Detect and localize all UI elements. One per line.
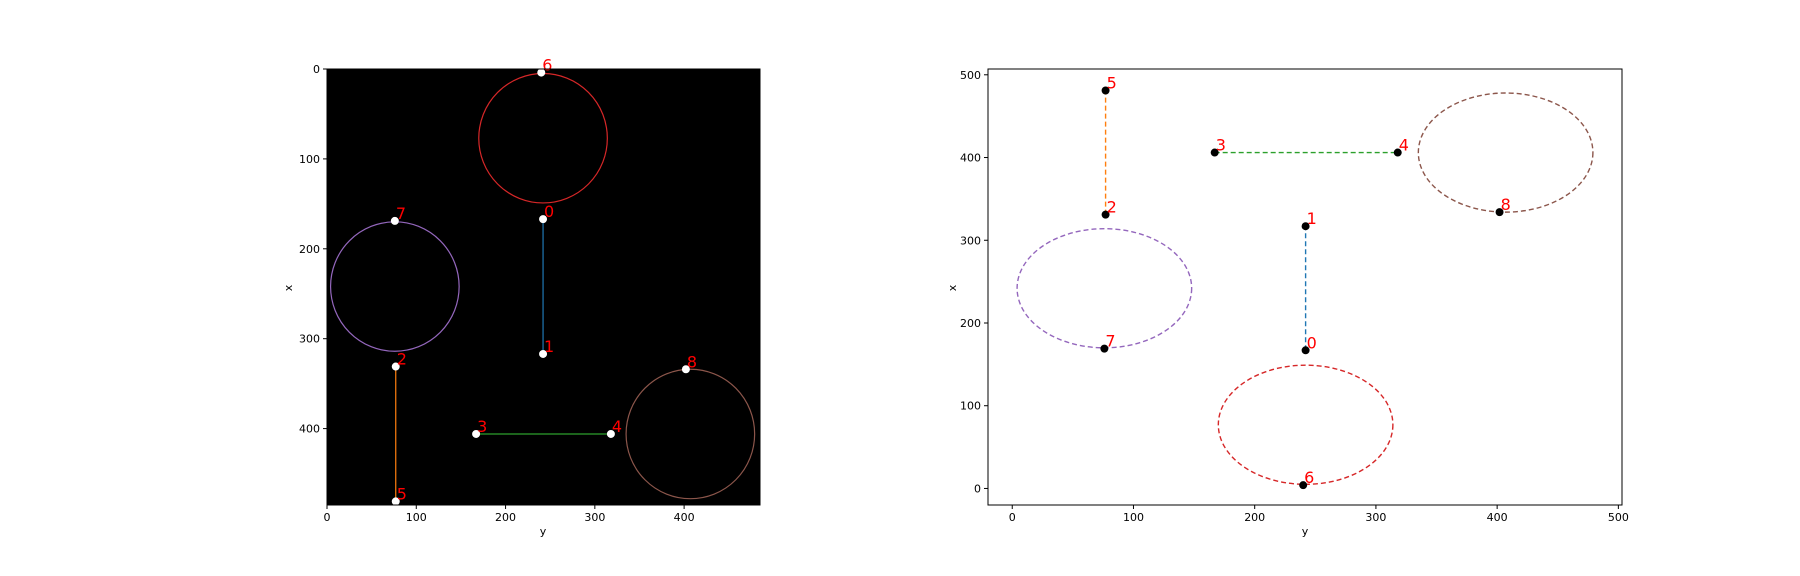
right-point-3 [1210, 148, 1219, 157]
left-ytick-label-0: 0 [313, 63, 320, 76]
left-ytick-label-200: 200 [299, 243, 320, 256]
left-point-0 [539, 215, 548, 224]
right-xtick-label-100: 100 [1123, 511, 1144, 524]
right-ytick-label-0: 0 [974, 482, 981, 495]
right-ytick-label-300: 300 [960, 234, 981, 247]
left-point-label-4: 4 [612, 417, 622, 436]
right-xtick-label-400: 400 [1487, 511, 1508, 524]
left-point-label-2: 2 [397, 350, 407, 369]
right-point-label-6: 6 [1304, 468, 1314, 487]
left-ytick-label-400: 400 [299, 423, 320, 436]
left-xtick-label-200: 200 [495, 511, 516, 524]
right-xtick-label-200: 200 [1244, 511, 1265, 524]
right-ylabel: x [946, 284, 959, 291]
right-xtick-label-500: 500 [1608, 511, 1629, 524]
right-xtick-label-0: 0 [1009, 511, 1016, 524]
right-point-4 [1393, 148, 1402, 157]
left-point-2 [391, 362, 400, 371]
left-xtick-label-300: 300 [584, 511, 605, 524]
right-point-8 [1495, 208, 1504, 217]
left-ytick-label-300: 300 [299, 333, 320, 346]
right-circle-8 [1417, 92, 1594, 213]
left-plot-frame [326, 68, 761, 506]
right-plot-area [988, 69, 1622, 505]
left-point-label-5: 5 [397, 484, 407, 503]
right-ytick-label-100: 100 [960, 400, 981, 413]
right-point-7 [1100, 344, 1109, 353]
right-point-label-4: 4 [1399, 136, 1409, 155]
left-point-4 [606, 429, 615, 438]
left-ylabel: x [282, 284, 295, 291]
right-xtick-label-300: 300 [1365, 511, 1386, 524]
left-point-label-6: 6 [542, 56, 552, 75]
right-ytick-label-200: 200 [960, 317, 981, 330]
left-point-7 [390, 216, 399, 225]
right-ytick-label-400: 400 [960, 152, 981, 165]
left-point-label-7: 7 [396, 204, 406, 223]
right-point-label-2: 2 [1107, 198, 1117, 217]
right-point-label-8: 8 [1501, 195, 1511, 214]
left-image-plot: y x 0 1 2 3 4 5 6 7 8 0 100 200 300 400 0 100 200 300 400 [282, 56, 761, 538]
left-point-label-0: 0 [544, 202, 554, 221]
left-point-3 [472, 429, 481, 438]
right-plot-frame [987, 68, 1623, 506]
right-point-label-0: 0 [1307, 333, 1317, 352]
right-point-label-7: 7 [1105, 332, 1115, 351]
left-xlabel: y [540, 525, 547, 538]
left-point-label-1: 1 [544, 337, 554, 356]
left-xtick-label-100: 100 [406, 511, 427, 524]
left-ytick-label-100: 100 [299, 153, 320, 166]
left-circle-8 [625, 368, 756, 500]
right-point-label-3: 3 [1216, 136, 1226, 155]
right-scatter-plot: y x 0 1 2 3 4 5 6 7 8 0 100 200 300 400 500 0 100 200 300 4… [946, 68, 1629, 538]
left-point-label-3: 3 [477, 417, 487, 436]
left-point-1 [539, 349, 548, 358]
left-xtick-label-0: 0 [324, 511, 331, 524]
left-point-label-8: 8 [687, 352, 697, 371]
right-point-0 [1301, 346, 1310, 355]
left-point-8 [681, 365, 690, 374]
right-point-6 [1299, 481, 1308, 490]
right-point-label-1: 1 [1307, 209, 1317, 228]
left-xtick-label-400: 400 [674, 511, 695, 524]
right-point-2 [1101, 210, 1110, 219]
right-point-label-5: 5 [1107, 74, 1117, 93]
right-point-1 [1301, 222, 1310, 231]
right-point-5 [1101, 86, 1110, 95]
right-xlabel: y [1302, 525, 1309, 538]
right-ytick-label-500: 500 [960, 69, 981, 82]
